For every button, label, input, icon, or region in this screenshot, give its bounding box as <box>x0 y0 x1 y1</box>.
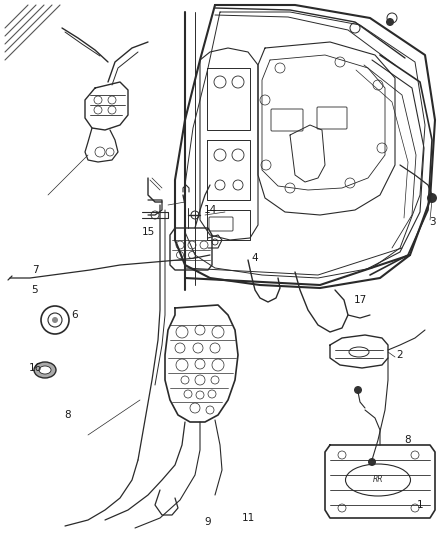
Circle shape <box>368 458 376 466</box>
Text: 5: 5 <box>32 285 38 295</box>
Text: 8: 8 <box>405 435 411 445</box>
Text: 7: 7 <box>32 265 38 275</box>
Text: 8: 8 <box>65 410 71 420</box>
Circle shape <box>427 193 437 203</box>
Text: 15: 15 <box>141 227 155 237</box>
Ellipse shape <box>34 362 56 378</box>
Text: 2: 2 <box>397 350 403 360</box>
Text: 11: 11 <box>241 513 254 523</box>
Text: RR: RR <box>373 475 383 484</box>
Text: 3: 3 <box>429 217 435 227</box>
Text: 16: 16 <box>28 363 42 373</box>
Text: 4: 4 <box>252 253 258 263</box>
Text: 6: 6 <box>72 310 78 320</box>
Ellipse shape <box>39 366 51 374</box>
Circle shape <box>52 317 58 323</box>
Circle shape <box>386 18 394 26</box>
Text: 1: 1 <box>417 500 423 510</box>
Text: 14: 14 <box>203 205 217 215</box>
Text: 17: 17 <box>353 295 367 305</box>
Text: 9: 9 <box>205 517 211 527</box>
Circle shape <box>354 386 362 394</box>
